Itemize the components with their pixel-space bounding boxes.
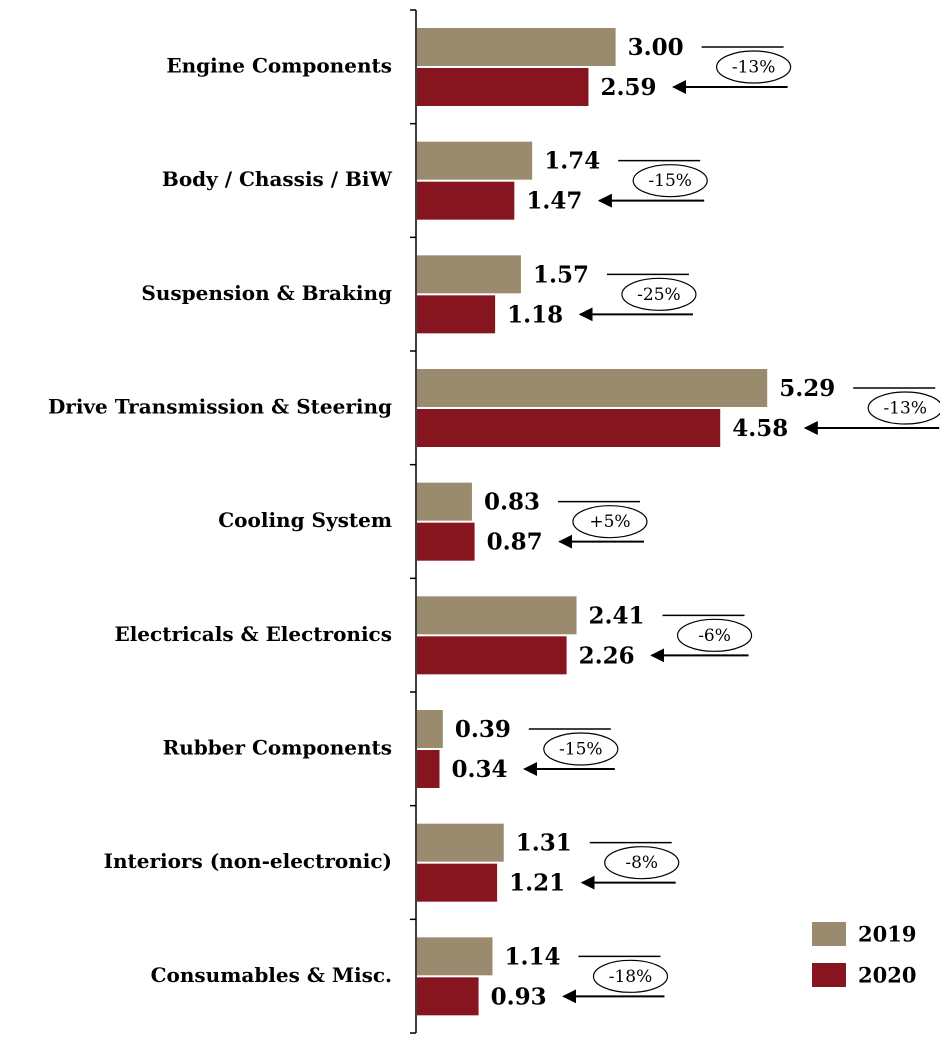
legend-label: 2020	[858, 963, 916, 988]
annotation-bubble	[716, 50, 792, 84]
bar	[417, 750, 440, 788]
annotation-label: -8%	[625, 853, 658, 873]
category-label: Electricals & Electronics	[114, 622, 392, 646]
legend-label: 2019	[858, 922, 916, 947]
annotation-label: -13%	[732, 58, 776, 78]
category-label: Suspension & Braking	[141, 281, 392, 305]
annotation-label: +5%	[589, 512, 630, 532]
annotation-bubble	[543, 732, 619, 766]
value-label: 1.14	[504, 943, 560, 970]
value-label: 4.58	[732, 415, 788, 442]
value-label: 1.18	[507, 301, 563, 328]
bar	[417, 937, 493, 976]
bar	[417, 863, 498, 902]
value-label: 0.93	[491, 983, 547, 1010]
annotation-label: -15%	[648, 171, 692, 191]
value-label: 1.21	[509, 870, 565, 897]
category-label: Engine Components	[166, 54, 392, 78]
value-label: 3.00	[628, 34, 684, 61]
annotation-bubble	[572, 505, 648, 539]
bar	[417, 823, 504, 862]
bar	[417, 295, 496, 334]
value-label: 2.41	[589, 602, 645, 629]
bar	[417, 977, 479, 1016]
category-label: Body / Chassis / BiW	[162, 167, 393, 191]
annotation-bubble	[592, 959, 669, 993]
value-label: 1.57	[533, 261, 589, 288]
category-label: Cooling System	[218, 508, 392, 532]
bar	[417, 255, 521, 294]
value-label: 0.83	[484, 489, 540, 516]
category-label: Drive Transmission & Steering	[48, 395, 392, 419]
bar	[417, 596, 577, 635]
value-label: 0.39	[455, 716, 511, 743]
value-label: 0.87	[487, 529, 543, 556]
bar	[417, 409, 721, 447]
annotation-bubble	[867, 391, 940, 425]
category-label: Interiors (non-electronic)	[104, 849, 392, 873]
bar	[417, 710, 443, 748]
annotation-bubble	[604, 846, 680, 880]
annotation-bubble	[676, 618, 753, 652]
annotation-label: -18%	[609, 967, 653, 987]
annotation-label: -6%	[698, 626, 731, 646]
annotation-label: -15%	[559, 740, 603, 760]
annotation-bubble	[632, 164, 708, 198]
bar	[417, 181, 515, 220]
value-label: 1.74	[544, 148, 600, 175]
bar	[417, 522, 475, 561]
category-label: Rubber Components	[163, 736, 392, 760]
annotation-label: -25%	[637, 285, 681, 305]
annotation-bubble	[621, 277, 697, 311]
value-label: 0.34	[452, 756, 508, 783]
bar	[417, 636, 567, 675]
legend-swatch	[812, 922, 846, 946]
value-label: 5.29	[779, 375, 835, 402]
bar	[417, 28, 616, 66]
bar	[417, 141, 533, 180]
bar	[417, 482, 472, 521]
value-label: 1.47	[526, 188, 582, 215]
annotation-label: -13%	[883, 399, 927, 419]
bar	[417, 68, 589, 106]
value-label: 2.59	[600, 74, 656, 101]
bar	[417, 369, 768, 407]
value-label: 1.31	[516, 830, 572, 857]
value-label: 2.26	[579, 642, 635, 669]
legend-swatch	[812, 963, 846, 987]
category-label: Consumables & Misc.	[151, 963, 392, 987]
